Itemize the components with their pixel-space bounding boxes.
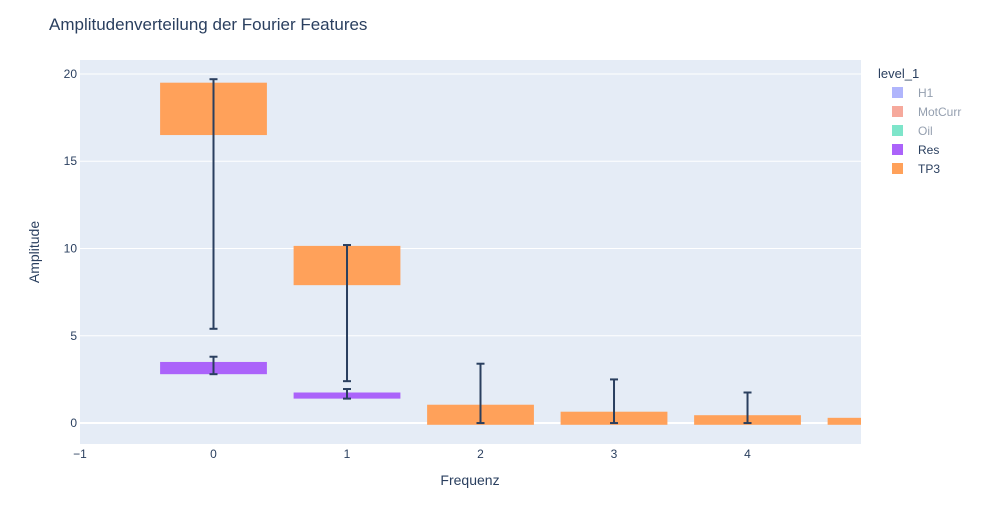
error-bar-tp3: [610, 378, 619, 425]
y-axis-title: Amplitude: [26, 221, 42, 283]
x-tick-label: −1: [73, 447, 87, 461]
y-tick-labels: 0 5 10 15 20: [64, 67, 78, 430]
legend-swatch: [892, 125, 903, 136]
x-tick-label: 4: [744, 447, 751, 461]
error-bar-tp3: [476, 362, 485, 425]
bar-tp3[interactable]: [827, 417, 935, 425]
legend-swatch: [892, 106, 903, 117]
y-tick-label: 10: [64, 242, 78, 256]
legend-swatch: [892, 87, 903, 98]
x-tick-label: 3: [611, 447, 618, 461]
x-tick-label: 1: [344, 447, 351, 461]
legend-swatch: [892, 144, 903, 155]
x-tick-label: 0: [210, 447, 217, 461]
legend-item-oil[interactable]: Oil: [892, 124, 933, 138]
error-bar-tp3: [743, 391, 752, 425]
legend-label: Res: [918, 143, 939, 157]
y-tick-label: 5: [70, 329, 77, 343]
x-axis-title: Frequenz: [440, 472, 499, 488]
legend-swatch: [892, 163, 903, 174]
x-tick-label: 2: [477, 447, 484, 461]
error-bar-res: [343, 388, 352, 400]
legend-item-tp3[interactable]: TP3: [892, 162, 940, 176]
y-tick-label: 0: [70, 416, 77, 430]
legend-item-h1[interactable]: H1: [892, 86, 934, 100]
y-tick-label: 20: [64, 67, 78, 81]
legend-item-motcurr[interactable]: MotCurr: [892, 105, 961, 119]
legend-label: TP3: [918, 162, 940, 176]
legend-item-res[interactable]: Res: [892, 143, 939, 157]
chart-title: Amplitudenverteilung der Fourier Feature…: [49, 15, 367, 34]
legend-label: MotCurr: [918, 105, 961, 119]
error-bars: [209, 78, 752, 425]
legend-label: H1: [918, 86, 934, 100]
y-tick-label: 15: [64, 154, 78, 168]
legend[interactable]: H1 MotCurr Oil Res TP3: [892, 86, 961, 176]
error-bar-tp3: [343, 244, 352, 383]
error-bar-res: [209, 355, 218, 376]
legend-label: Oil: [918, 124, 933, 138]
x-tick-labels: −1 0 1 2 3 4: [73, 447, 751, 461]
legend-title: level_1: [878, 66, 919, 81]
error-bar-tp3: [209, 78, 218, 330]
